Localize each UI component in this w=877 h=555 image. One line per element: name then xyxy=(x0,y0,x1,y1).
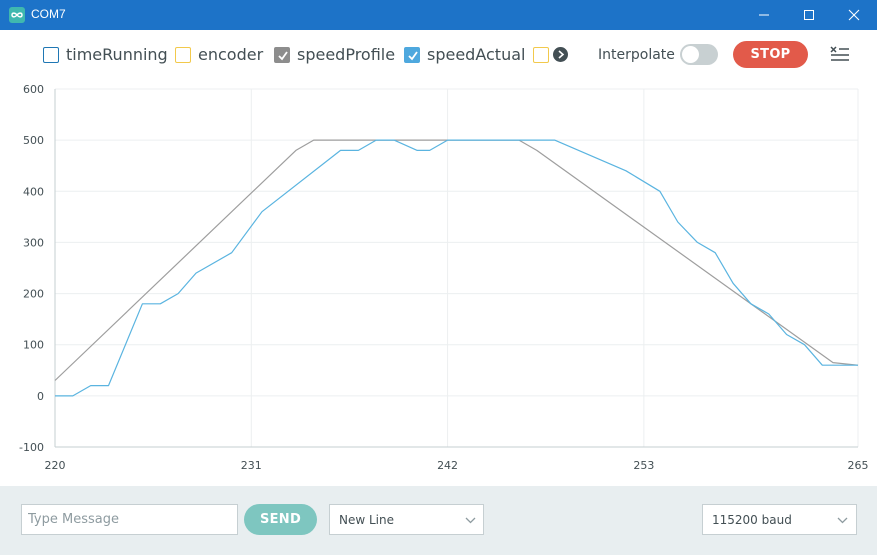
maximize-button[interactable] xyxy=(786,0,832,30)
close-button[interactable] xyxy=(831,0,877,30)
y-tick-label: 500 xyxy=(23,134,44,147)
series-toggle-unnamed[interactable] xyxy=(533,46,551,66)
interpolate-label: Interpolate xyxy=(598,47,675,63)
series-toggle-encoder[interactable]: encoder xyxy=(175,45,265,66)
maximize-icon xyxy=(804,10,814,20)
message-input[interactable] xyxy=(21,504,238,535)
close-icon xyxy=(848,9,860,21)
series-toggle-timerunning[interactable]: timeRunning xyxy=(43,45,168,66)
line-ending-select[interactable]: New Line xyxy=(329,504,484,535)
series-checkbox[interactable] xyxy=(175,47,191,63)
series-line-speedactual xyxy=(55,139,858,397)
series-toggle-speedprofile[interactable]: speedProfile xyxy=(274,45,396,66)
clear-button[interactable] xyxy=(829,44,851,64)
series-label: speedActual xyxy=(427,45,526,64)
title-bar: COM7 xyxy=(0,0,877,30)
series-label: timeRunning xyxy=(66,45,168,64)
x-tick-label: 253 xyxy=(633,459,654,472)
y-tick-label: 0 xyxy=(37,390,44,403)
window-title: COM7 xyxy=(31,7,66,21)
stop-button[interactable]: STOP xyxy=(733,41,808,68)
interpolate-toggle[interactable] xyxy=(680,44,718,65)
x-tick-label: 265 xyxy=(848,459,869,472)
y-tick-label: 100 xyxy=(23,339,44,352)
checkmark-icon xyxy=(408,51,418,61)
chevron-down-icon xyxy=(837,517,848,524)
more-series-button[interactable] xyxy=(553,47,568,62)
series-label: encoder xyxy=(198,45,264,64)
send-button[interactable]: SEND xyxy=(244,504,317,535)
message-bar: SEND New Line 115200 baud xyxy=(0,486,877,555)
series-checkbox[interactable] xyxy=(43,47,59,63)
series-checkbox-checked[interactable] xyxy=(274,47,290,63)
x-tick-label: 242 xyxy=(437,459,458,472)
series-checkbox[interactable] xyxy=(533,47,549,63)
chevron-down-icon xyxy=(465,517,476,524)
checkmark-icon xyxy=(278,51,288,61)
y-tick-label: 300 xyxy=(23,236,44,249)
plotter-toolbar: timeRunning encoder speedProfile speedAc… xyxy=(0,30,877,82)
plot-area: 600 500 400 300 200 100 0 -100 220 231 242 253 265 xyxy=(0,82,877,482)
series-label: speedProfile xyxy=(297,45,396,64)
y-tick-label: 200 xyxy=(23,288,44,301)
y-tick-label: 400 xyxy=(23,185,44,198)
series-toggle-speedactual[interactable]: speedActual xyxy=(404,45,526,66)
minimize-icon xyxy=(759,14,769,16)
chevron-right-icon xyxy=(558,50,565,59)
line-ending-value: New Line xyxy=(339,513,394,527)
series-checkbox-checked[interactable] xyxy=(404,47,420,63)
arduino-infinity-icon xyxy=(9,7,25,23)
baud-rate-value: 115200 baud xyxy=(712,513,792,527)
x-tick-label: 220 xyxy=(45,459,66,472)
y-tick-label: -100 xyxy=(19,441,44,454)
clear-list-icon xyxy=(830,46,849,61)
minimize-button[interactable] xyxy=(741,0,787,30)
baud-rate-select[interactable]: 115200 baud xyxy=(702,504,857,535)
y-tick-label: 600 xyxy=(23,83,44,96)
x-tick-label: 231 xyxy=(241,459,262,472)
toggle-knob xyxy=(682,46,699,63)
